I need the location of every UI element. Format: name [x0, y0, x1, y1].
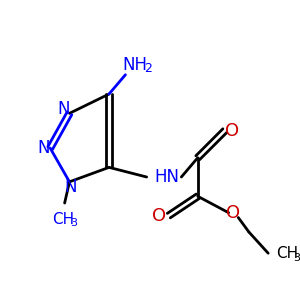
Text: O: O: [226, 204, 241, 222]
Text: CH: CH: [52, 212, 74, 227]
Text: 3: 3: [293, 253, 300, 263]
Text: HN: HN: [154, 168, 179, 186]
Text: 3: 3: [70, 218, 77, 228]
Text: 2: 2: [144, 62, 152, 76]
Text: O: O: [225, 122, 240, 140]
Text: N: N: [37, 139, 50, 157]
Text: N: N: [64, 178, 77, 196]
Text: CH: CH: [276, 246, 298, 261]
Text: O: O: [152, 207, 166, 225]
Text: NH: NH: [123, 56, 148, 74]
Text: N: N: [57, 100, 70, 118]
